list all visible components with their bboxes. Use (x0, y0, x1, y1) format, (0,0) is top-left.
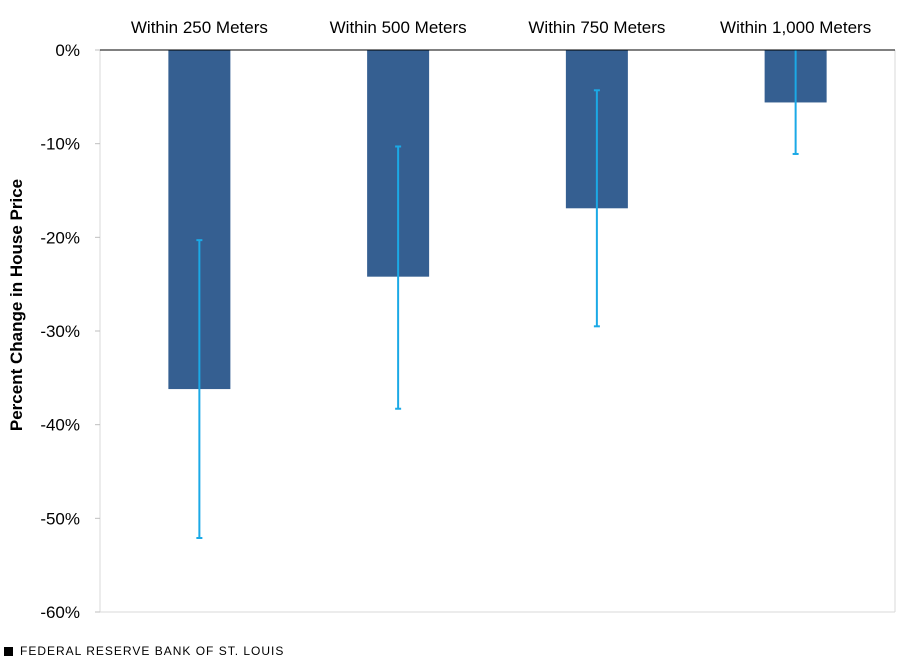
footer-source: FEDERAL RESERVE BANK OF ST. LOUIS (20, 644, 285, 658)
y-tick-label: -60% (40, 603, 80, 622)
category-label: Within 250 Meters (131, 18, 268, 37)
y-tick-label: -40% (40, 416, 80, 435)
bars-group (168, 50, 827, 390)
footer: FEDERAL RESERVE BANK OF ST. LOUIS (4, 643, 284, 659)
y-tick-label: 0% (55, 41, 80, 60)
category-labels: Within 250 Meters Within 500 Meters Within… (131, 18, 871, 37)
error-bars-group (196, 50, 799, 540)
y-tick-label: -10% (40, 135, 80, 154)
y-axis-label: Percent Change in House Price (7, 179, 26, 431)
category-label: Within 750 Meters (528, 18, 665, 37)
footer-square-icon (4, 646, 13, 656)
y-tick-label: -50% (40, 509, 80, 528)
y-axis-ticks: 0% -10% -20% -30% -40% -50% -60% (40, 41, 100, 622)
y-tick-label: -30% (40, 322, 80, 341)
category-label: Within 1,000 Meters (720, 18, 871, 37)
category-label: Within 500 Meters (330, 18, 467, 37)
y-tick-label: -20% (40, 228, 80, 247)
